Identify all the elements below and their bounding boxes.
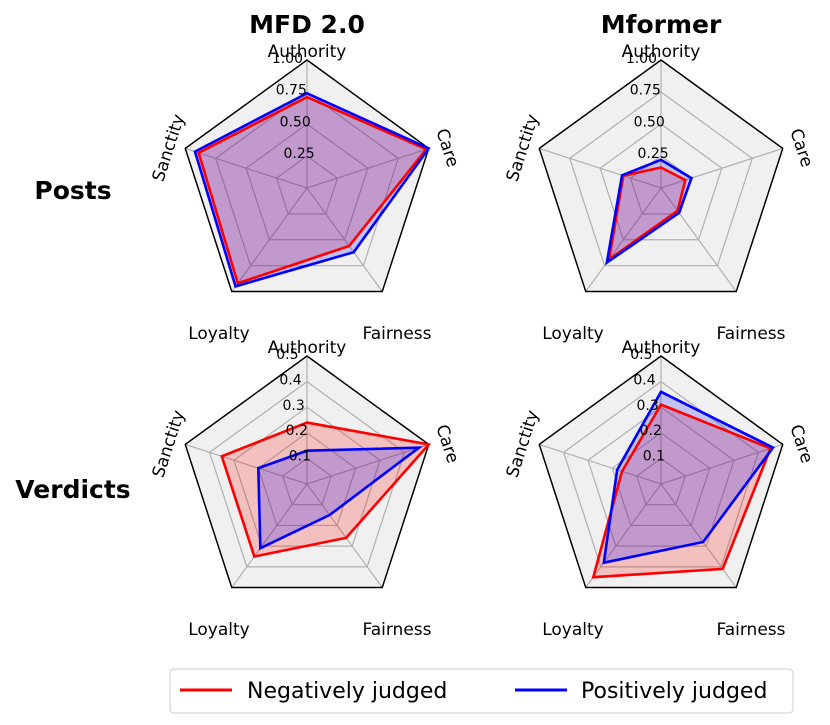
- radar-grid-ring: [281, 457, 333, 506]
- series-fill-negatively-judged: [593, 404, 771, 578]
- legend-frame: [169, 668, 794, 714]
- radial-tick-label: 0.2: [286, 423, 308, 439]
- axis-label-loyalty: Loyalty: [188, 324, 250, 344]
- axis-label-authority: Authority: [268, 42, 347, 62]
- series-line-positively-judged: [602, 390, 775, 565]
- axis-label-fairness: Fairness: [717, 620, 786, 640]
- series-fill-positively-judged: [258, 447, 419, 549]
- series-line-negatively-judged: [591, 403, 773, 579]
- radar-spoke: [306, 443, 429, 485]
- axis-label-sanctity: Sanctity: [503, 408, 543, 480]
- radial-tick-label: 0.4: [279, 372, 301, 388]
- series-line-positively-judged: [605, 158, 694, 266]
- legend: Negatively judged Positively judged: [169, 668, 794, 714]
- radar-spoke: [660, 483, 737, 588]
- radar-spoke: [185, 443, 308, 485]
- axis-label-care: Care: [431, 422, 462, 466]
- series-fill-negatively-judged: [221, 422, 429, 557]
- radar-spoke: [231, 483, 308, 588]
- radar-grid-ring: [599, 123, 723, 241]
- axis-label-care: Care: [785, 126, 816, 170]
- series-fill-positively-judged: [195, 93, 429, 287]
- radial-tick-label: 1.00: [272, 51, 303, 67]
- radar-frame: [538, 355, 784, 589]
- radar-grid-ring: [568, 91, 754, 267]
- radar-spoke: [585, 483, 662, 588]
- axis-label-loyalty: Loyalty: [542, 324, 604, 344]
- series-fill-negatively-judged: [198, 97, 427, 284]
- radar-spoke: [585, 187, 662, 292]
- radar-spoke: [306, 147, 429, 189]
- radar-grid-ring: [208, 380, 406, 568]
- radar-grid-ring: [275, 155, 339, 215]
- radar-grid-ring: [587, 406, 735, 547]
- axis-label-fairness: Fairness: [363, 324, 432, 344]
- radar-frame: [538, 59, 784, 293]
- axis-label-sanctity: Sanctity: [149, 112, 189, 184]
- radar-charts: 0.250.500.751.00AuthorityCareFairnessLoy…: [149, 42, 817, 640]
- radar-spoke: [231, 187, 308, 292]
- radar-spoke: [539, 147, 662, 189]
- radar-spoke: [306, 187, 383, 292]
- axis-label-fairness: Fairness: [363, 620, 432, 640]
- radar-spoke: [660, 147, 783, 189]
- column-title-mfd: MFD 2.0: [249, 10, 365, 39]
- legend-positive-label: Positively judged: [581, 679, 767, 704]
- axis-label-loyalty: Loyalty: [542, 620, 604, 640]
- row-label-posts: Posts: [34, 176, 111, 205]
- radial-tick-label: 1.00: [626, 51, 657, 67]
- radar-frame: [184, 355, 430, 589]
- radial-tick-label: 0.25: [284, 146, 315, 162]
- axis-label-care: Care: [785, 422, 816, 466]
- radar-grid-ring: [562, 380, 760, 568]
- series-fill-positively-judged: [603, 391, 773, 563]
- radar-spoke: [660, 443, 783, 485]
- radial-tick-label: 0.4: [633, 372, 655, 388]
- radial-tick-label: 0.3: [283, 398, 305, 414]
- legend-negative-label: Negatively judged: [247, 679, 447, 704]
- radial-tick-label: 0.2: [640, 423, 662, 439]
- series-line-positively-judged: [193, 91, 431, 288]
- radial-tick-label: 0.50: [634, 114, 665, 130]
- axis-label-authority: Authority: [622, 338, 701, 358]
- series-fill-positively-judged: [606, 159, 692, 263]
- radial-tick-label: 0.3: [637, 398, 659, 414]
- radial-tick-label: 0.50: [280, 114, 311, 130]
- axis-label-authority: Authority: [268, 338, 347, 358]
- axis-label-sanctity: Sanctity: [503, 112, 543, 184]
- radar-spoke: [539, 443, 662, 485]
- series-line-negatively-judged: [607, 166, 687, 263]
- radial-tick-label: 0.1: [289, 449, 311, 465]
- column-title-mformer: Mformer: [601, 10, 722, 39]
- axis-label-sanctity: Sanctity: [149, 408, 189, 480]
- row-label-verdicts: Verdicts: [15, 475, 130, 504]
- radar-spoke: [306, 483, 383, 588]
- series-line-negatively-judged: [197, 95, 429, 285]
- axis-label-authority: Authority: [622, 42, 701, 62]
- radar-grid-ring: [245, 123, 369, 241]
- radial-tick-label: 0.75: [276, 83, 307, 99]
- radar-spoke: [185, 147, 308, 189]
- axis-label-loyalty: Loyalty: [188, 620, 250, 640]
- series-line-negatively-judged: [220, 421, 432, 558]
- axis-label-fairness: Fairness: [717, 324, 786, 344]
- radial-tick-label: 0.5: [276, 347, 298, 363]
- radial-tick-label: 0.5: [630, 347, 652, 363]
- radial-tick-label: 0.1: [643, 449, 665, 465]
- radar-grid-ring: [635, 457, 687, 506]
- radar-spoke: [660, 187, 737, 292]
- radial-tick-label: 0.75: [630, 83, 661, 99]
- axis-label-care: Care: [431, 126, 462, 170]
- series-line-positively-judged: [256, 446, 424, 551]
- radar-frame: [184, 59, 430, 293]
- radial-tick-label: 0.25: [638, 146, 669, 162]
- series-fill-negatively-judged: [609, 167, 686, 260]
